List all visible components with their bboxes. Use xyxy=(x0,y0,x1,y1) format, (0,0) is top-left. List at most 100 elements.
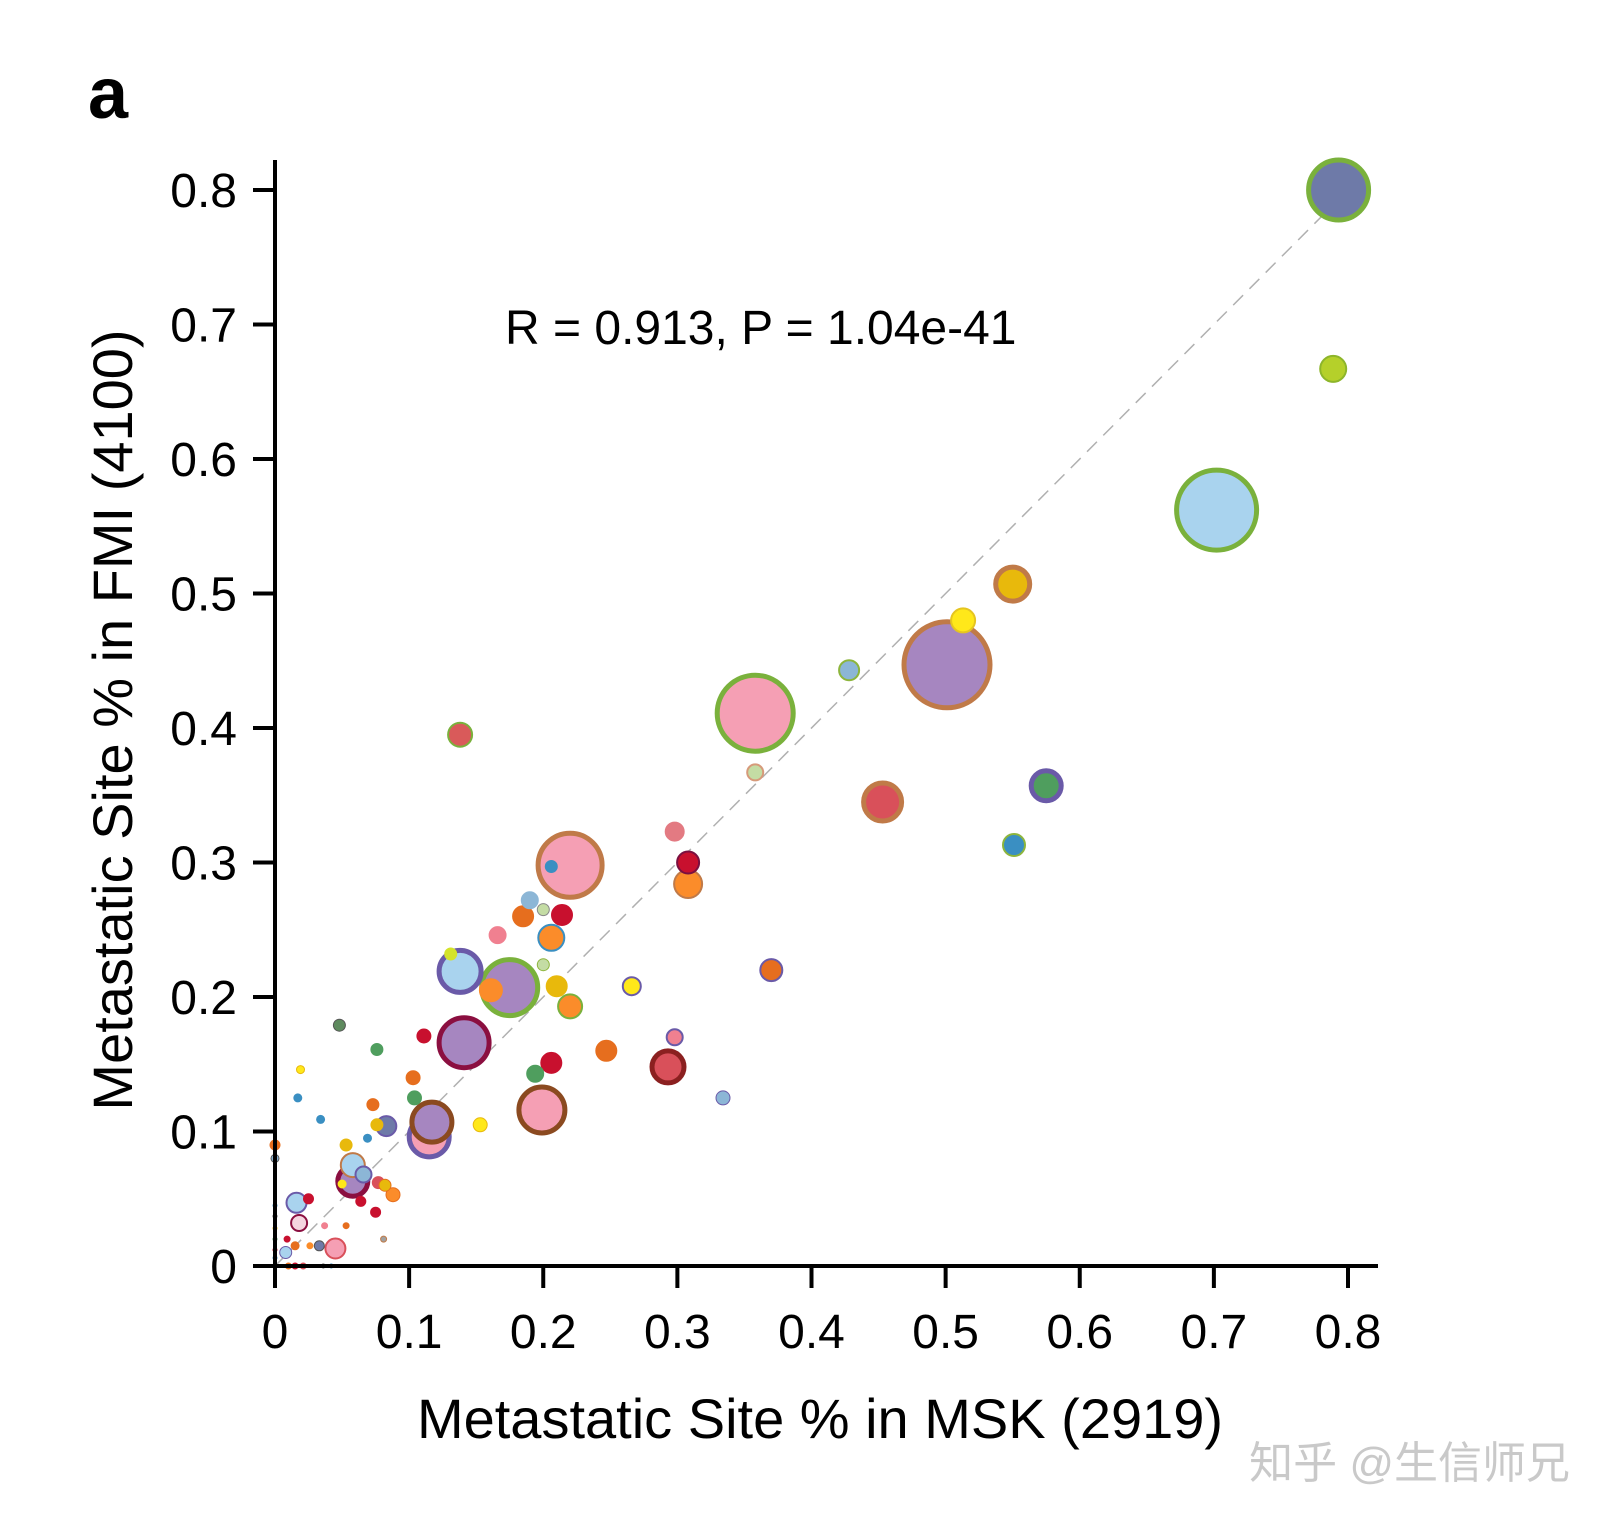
y-tick-label: 0.5 xyxy=(170,569,237,622)
scatter-point xyxy=(316,1114,326,1124)
scatter-point xyxy=(665,1028,684,1047)
x-tick-label: 0 xyxy=(262,1306,289,1359)
scatter-point xyxy=(363,1133,372,1143)
scatter-point xyxy=(296,1065,305,1075)
scatter-point xyxy=(664,821,685,842)
scatter-point xyxy=(537,923,566,952)
y-tick-label: 0.2 xyxy=(170,972,237,1025)
scatter-point xyxy=(321,1222,329,1230)
scatter-point xyxy=(993,564,1033,604)
scatter-point xyxy=(378,1178,392,1192)
scatter-point xyxy=(759,958,784,983)
scatter-point xyxy=(293,1093,303,1103)
y-tick-label: 0.1 xyxy=(170,1107,237,1160)
scatter-point xyxy=(313,1240,325,1252)
scatter-point xyxy=(545,975,568,998)
scatter-point xyxy=(526,1064,545,1083)
scatter-point xyxy=(520,891,539,910)
y-tick-label: 0 xyxy=(210,1241,237,1294)
y-axis-label: Metastatic Site % in FMI (4100) xyxy=(81,329,144,1110)
y-tick-label: 0.6 xyxy=(170,434,237,487)
y-tick-label: 0.7 xyxy=(170,300,237,353)
scatter-points xyxy=(269,157,1372,1270)
scatter-point xyxy=(676,850,701,875)
scatter-point xyxy=(436,1015,492,1071)
x-tick-label: 0.3 xyxy=(644,1306,711,1359)
scatter-point xyxy=(595,1039,618,1062)
x-ticks: 0 0.1 0.2 0.3 0.4 0.5 0.6 0.7 0.8 xyxy=(262,1266,1382,1359)
scatter-point xyxy=(536,903,550,917)
x-tick-label: 0.1 xyxy=(376,1306,443,1359)
scatter-point xyxy=(385,1187,401,1203)
x-tick-label: 0.4 xyxy=(778,1306,845,1359)
scatter-point xyxy=(536,958,550,972)
scatter-point xyxy=(380,1235,388,1243)
y-ticks: 0 0.1 0.2 0.3 0.4 0.5 0.6 0.7 0.8 xyxy=(170,165,275,1294)
scatter-point xyxy=(290,1241,300,1251)
scatter-point xyxy=(370,1206,382,1218)
correlation-annotation: R = 0.913, P = 1.04e-41 xyxy=(505,302,1017,355)
panel-label: a xyxy=(88,54,129,134)
scatter-point xyxy=(342,1222,350,1230)
scatter-point xyxy=(516,1084,568,1136)
scatter-point xyxy=(354,1165,373,1184)
scatter-point xyxy=(551,904,573,926)
scatter-point xyxy=(540,1051,563,1074)
scatter-point xyxy=(1028,768,1064,804)
scatter-point xyxy=(444,947,458,961)
scatter-point xyxy=(283,1235,291,1243)
scatter-point xyxy=(950,607,977,634)
y-tick-label: 0.4 xyxy=(170,703,237,756)
axes: 0 0.1 0.2 0.3 0.4 0.5 0.6 0.7 0.8 00.10.20.30.40… xyxy=(170,160,1381,1359)
scatter-point xyxy=(337,1179,347,1189)
reference-diagonal-line xyxy=(274,189,1349,1267)
scatter-point xyxy=(861,780,905,824)
x-tick-label: 0.5 xyxy=(912,1306,979,1359)
scatter-point xyxy=(339,1138,353,1152)
scatter-point xyxy=(557,993,584,1020)
scatter-point xyxy=(901,619,993,711)
scatter-point xyxy=(478,978,503,1003)
scatter-point xyxy=(416,1028,432,1044)
scatter-point xyxy=(535,830,605,900)
scatter-point xyxy=(306,1242,314,1250)
x-tick-label: 0.2 xyxy=(510,1306,577,1359)
scatter-point xyxy=(407,1090,422,1106)
y-tick-label: 0.3 xyxy=(170,838,237,891)
scatter-point xyxy=(544,860,558,873)
scatter-point xyxy=(290,1214,309,1232)
scatter-point xyxy=(838,659,861,682)
scatter-point xyxy=(1319,354,1348,383)
scatter-point xyxy=(324,1237,347,1260)
scatter-point xyxy=(355,1195,367,1207)
scatter-point xyxy=(447,721,474,748)
scatter-point xyxy=(366,1098,380,1112)
scatter-point xyxy=(472,1117,488,1133)
x-tick-label: 0.8 xyxy=(1315,1306,1382,1359)
scatter-point xyxy=(512,905,535,928)
scatter-point xyxy=(1306,157,1372,223)
scatter-point xyxy=(714,672,796,754)
x-axis-label: Metastatic Site % in MSK (2919) xyxy=(417,1387,1223,1450)
scatter-point xyxy=(621,976,642,997)
scatter-point xyxy=(488,926,507,945)
scatter-point xyxy=(436,947,484,995)
scatter-point xyxy=(370,1118,384,1132)
scatter-point xyxy=(285,1191,308,1214)
scatter-point xyxy=(649,1048,687,1086)
reference-line-layer xyxy=(274,189,1349,1267)
scatter-point xyxy=(1174,467,1260,553)
scatter-point xyxy=(303,1193,314,1205)
scatter-point xyxy=(1002,833,1026,857)
x-tick-label: 0.7 xyxy=(1181,1306,1248,1359)
y-tick-label: 0.8 xyxy=(170,165,237,218)
scatter-point xyxy=(405,1070,421,1086)
scatter-point xyxy=(279,1246,293,1259)
watermark-text: 知乎 @生信师兄 xyxy=(1249,1439,1570,1488)
scatter-point xyxy=(332,1018,346,1032)
scatter-point xyxy=(715,1090,731,1106)
scatter-point xyxy=(370,1043,384,1056)
scatter-point xyxy=(409,1099,455,1145)
scatter-point xyxy=(746,763,765,782)
